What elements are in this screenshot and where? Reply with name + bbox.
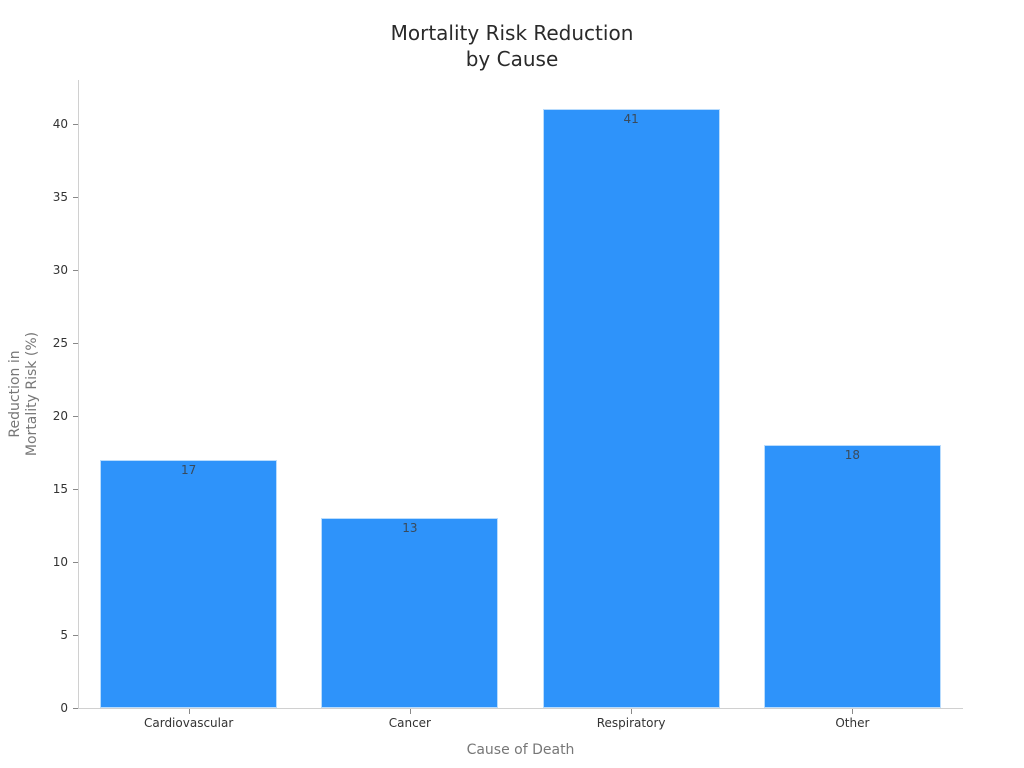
y-tick-mark	[73, 488, 78, 490]
bar-value-label: 18	[844, 448, 861, 463]
y-tick: 35	[40, 190, 78, 211]
y-tick-mark	[73, 269, 78, 271]
y-tick-label: 35	[52, 189, 68, 204]
y-tick-label: 5	[60, 627, 68, 642]
y-tick-label: 40	[52, 116, 68, 131]
bar-value-label: 17	[180, 462, 197, 477]
x-tick-label: Cancer	[388, 716, 431, 730]
x-tick-mark	[409, 709, 411, 714]
x-tick-mark	[852, 709, 854, 714]
y-tick: 10	[40, 555, 78, 576]
y-tick-label: 25	[52, 335, 68, 350]
y-tick: 20	[40, 409, 78, 430]
y-tick-mark	[73, 561, 78, 563]
bar-cancer	[321, 518, 499, 708]
y-tick: 5	[40, 628, 78, 649]
y-tick-mark	[73, 196, 78, 198]
bar-respiratory	[542, 109, 720, 708]
y-axis-label: Reduction in Mortality Risk (%)	[7, 332, 41, 456]
x-axis-label: Cause of Death	[466, 742, 575, 758]
x-tick-mark	[631, 709, 633, 714]
x-tick-label: Cardiovascular	[143, 716, 234, 730]
y-tick-mark	[73, 708, 78, 709]
y-axis-label-line-2: Mortality Risk (%)	[24, 331, 40, 457]
y-axis	[78, 80, 79, 708]
bar-other	[763, 445, 941, 708]
y-tick-mark	[73, 123, 78, 125]
y-tick: 0	[40, 701, 78, 722]
y-tick: 25	[40, 336, 78, 357]
bar-value-label: 13	[402, 521, 418, 536]
x-tick-mark	[188, 709, 190, 714]
y-axis-label-line-1: Reduction in	[7, 350, 23, 438]
y-tick: 30	[40, 263, 78, 284]
bar-cardiovascular	[100, 459, 278, 708]
y-tick: 15	[40, 482, 78, 503]
y-tick-label: 15	[52, 481, 68, 496]
y-tick-label: 30	[52, 262, 68, 277]
chart-title: Mortality Risk Reduction by Cause	[0, 20, 1024, 72]
x-tick-label: Other	[835, 716, 870, 730]
chart-title-line-2: by Cause	[465, 47, 559, 71]
chart-title-line-1: Mortality Risk Reduction	[390, 21, 634, 45]
y-tick-mark	[73, 634, 78, 636]
y-tick: 40	[40, 117, 78, 138]
y-tick-mark	[73, 342, 78, 344]
y-tick-label: 0	[60, 701, 68, 715]
y-tick-label: 10	[52, 554, 68, 569]
x-tick-label: Respiratory	[596, 716, 666, 730]
y-tick-mark	[73, 415, 78, 417]
x-axis	[78, 708, 963, 709]
y-tick-label: 20	[52, 408, 68, 423]
bar-value-label: 41	[623, 112, 639, 127]
